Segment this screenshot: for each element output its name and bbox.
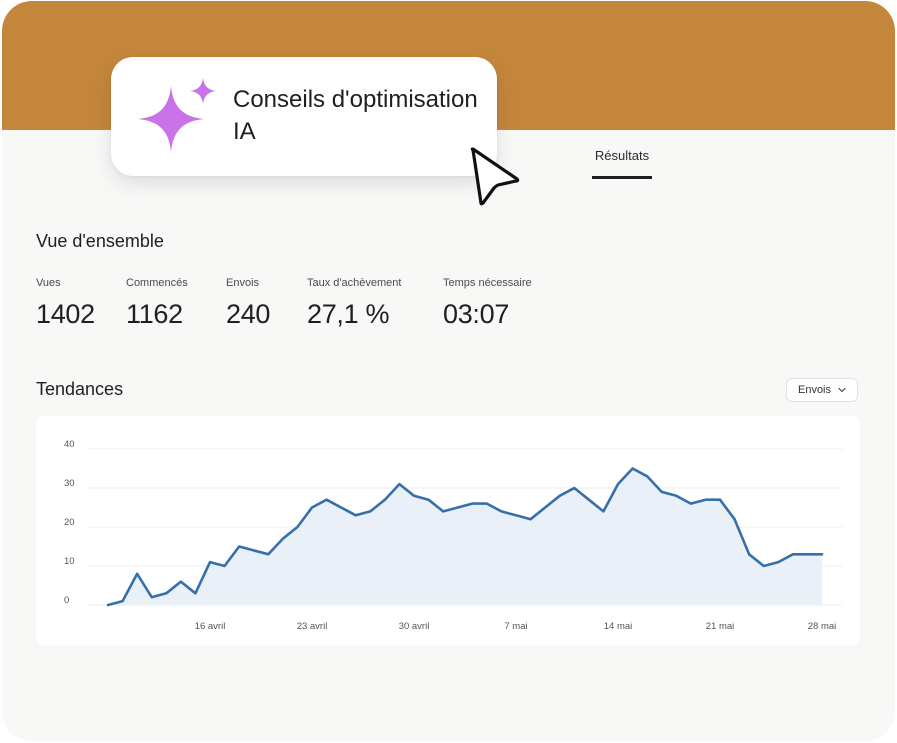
series-line: [106, 467, 824, 607]
x-tick-label: 14 mai: [604, 621, 633, 632]
area-fill: [108, 468, 822, 605]
y-tick-label: 10: [64, 556, 75, 567]
overview-title: Vue d'ensemble: [36, 231, 164, 251]
y-tick-label: 30: [64, 478, 75, 489]
metric-started: Commencés 1162: [126, 277, 188, 330]
metric-submissions: Envois 240: [226, 277, 270, 330]
y-tick-label: 0: [64, 595, 69, 606]
x-tick-label: 30 avril: [399, 621, 430, 632]
metric-label: Vues: [36, 277, 61, 289]
metric-label: Envois: [226, 277, 260, 289]
x-tick-label: 16 avril: [195, 621, 226, 632]
metric-value: 1402: [36, 299, 95, 329]
x-tick-label: 23 avril: [297, 621, 328, 632]
metric-label: Commencés: [126, 277, 188, 289]
metric-value: 27,1 %: [307, 299, 390, 329]
metric-time-required: Temps nécessaire 03:07: [443, 277, 532, 330]
x-tick-label: 7 mai: [504, 621, 527, 632]
tab-results[interactable]: Résultats: [594, 148, 650, 163]
metric-value: 03:07: [443, 299, 510, 329]
mouse-pointer-icon: [470, 147, 520, 206]
ai-tips-title: Conseils d'optimisation IA: [233, 86, 478, 145]
sparkle-icon: [138, 78, 216, 152]
active-tab-indicator: [592, 176, 652, 179]
x-tick-label: 28 mai: [808, 621, 837, 632]
metric-value: 1162: [126, 299, 183, 329]
metric-completion-rate: Taux d'achèvement 27,1 %: [307, 277, 401, 330]
y-tick-label: 20: [64, 517, 75, 528]
metric-views: Vues 1402: [36, 277, 95, 330]
metric-label: Taux d'achèvement: [307, 277, 402, 289]
dropdown-label: Envois: [797, 384, 832, 396]
ai-tips-card[interactable]: Conseils d'optimisation IA: [111, 57, 497, 176]
metric-select-dropdown[interactable]: Envois: [786, 378, 858, 402]
y-tick-label: 40: [64, 439, 75, 450]
trend-chart-svg: 0 10 20 30 40 16 avril 23 avril 30 avril 7 mai 14…: [64, 439, 842, 632]
trend-chart: 0 10 20 30 40 16 avril 23 avril 30 avril 7 mai 14…: [36, 416, 860, 645]
metric-label: Temps nécessaire: [443, 277, 532, 289]
metric-value: 240: [226, 299, 271, 329]
x-tick-label: 21 mai: [706, 621, 735, 632]
chevron-down-icon: [838, 387, 846, 393]
trends-title: Tendances: [36, 379, 124, 399]
